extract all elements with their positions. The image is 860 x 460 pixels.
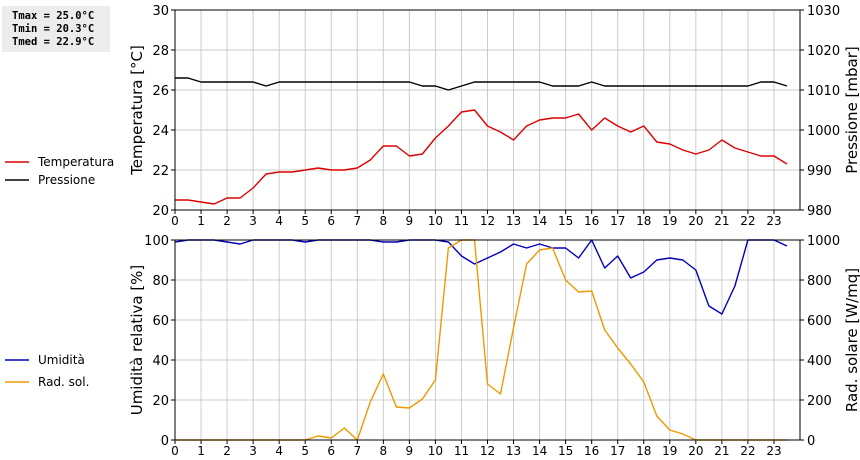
x-tick-label: 19 [662,444,677,458]
y-tick-label: 24 [152,124,169,139]
x-tick-label: 20 [688,214,703,228]
x-tick-label: 12 [480,444,495,458]
stat-tmax: Tmax = 25.0°C [12,10,95,22]
x-tick-label: 11 [454,214,469,228]
y-right-tick-label: 1010 [807,84,840,99]
x-tick-label: 6 [327,214,335,228]
x-tick-label: 1 [197,444,205,458]
x-tick-label: 14 [532,214,547,228]
y-axis-label: Temperatura [°C] [128,45,146,176]
x-tick-label: 18 [636,214,651,228]
y-tick-label: 20 [152,204,169,219]
y-right-tick-label: 600 [807,314,832,329]
x-tick-label: 10 [428,444,443,458]
series-line-pressione [175,77,788,91]
stat-tmed: Tmed = 22.9°C [12,36,95,48]
y-tick-label: 30 [152,4,169,19]
plot-frame [174,239,801,441]
y-tick-label: 100 [144,234,169,249]
x-tick-label: 8 [380,214,388,228]
x-tick-label: 17 [610,214,625,228]
y-tick-label: 28 [152,44,169,59]
humidity-radiation-chart: 0 1 2 3 4 5 6 7 8 9 10 11 12 13 14 15 16 17 18 19 20 21 22 2302… [5,234,860,458]
y-tick-label: 26 [152,84,169,99]
x-tick-label: 17 [610,444,625,458]
y-tick-label: 22 [152,164,169,179]
stat-tmin: Tmin = 20.3°C [12,23,95,35]
x-tick-label: 3 [249,444,257,458]
x-tick-label: 2 [223,214,231,228]
x-tick-label: 10 [428,214,443,228]
x-tick-label: 0 [171,444,179,458]
x-tick-label: 12 [480,214,495,228]
y-right-tick-label: 200 [807,394,832,409]
x-tick-label: 22 [740,444,755,458]
x-tick-label: 16 [584,214,599,228]
x-tick-label: 21 [714,214,729,228]
x-tick-label: 14 [532,444,547,458]
x-tick-label: 16 [584,444,599,458]
series-line-temperatura [175,109,788,205]
y-axis-label-right: Pressione [mbar] [843,46,860,174]
y-tick-label: 20 [152,394,169,409]
x-tick-label: 18 [636,444,651,458]
y-tick-label: 40 [152,354,169,369]
y-right-tick-label: 990 [807,164,832,179]
y-right-tick-label: 980 [807,204,832,219]
x-tick-label: 15 [558,444,573,458]
x-tick-label: 8 [380,444,388,458]
x-tick-label: 11 [454,444,469,458]
x-tick-label: 13 [506,444,521,458]
y-axis-label: Umidità relativa [%] [128,265,146,416]
temperature-pressure-chart: 0 1 2 3 4 5 6 7 8 9 10 11 12 13 14 15 16 17 18 19 20 21 22 2320… [5,4,860,228]
stats-box: Tmax = 25.0°C Tmin = 20.3°C Tmed = 22.9°… [2,6,110,52]
x-tick-label: 5 [301,444,309,458]
x-tick-label: 22 [740,214,755,228]
x-tick-label: 20 [688,444,703,458]
y-right-tick-label: 800 [807,274,832,289]
legend-label-temperatura: Temperatura [37,155,114,169]
x-tick-label: 23 [766,444,781,458]
x-tick-label: 2 [223,444,231,458]
y-right-tick-label: 1020 [807,44,840,59]
x-tick-label: 7 [353,214,361,228]
legend-label-pressione: Pressione [38,173,95,187]
x-tick-label: 4 [275,214,283,228]
legend-label-umidita: Umidità [38,353,85,367]
x-tick-label: 23 [766,214,781,228]
x-tick-label: 7 [353,444,361,458]
x-tick-label: 5 [301,214,309,228]
x-tick-label: 4 [275,444,283,458]
y-right-tick-label: 1030 [807,4,840,19]
y-right-tick-label: 1000 [807,124,840,139]
y-axis-label-right: Rad. solare [W/mq] [843,268,860,412]
plot-frame [174,9,801,211]
x-tick-label: 13 [506,214,521,228]
y-right-tick-label: 400 [807,354,832,369]
x-tick-label: 9 [406,444,414,458]
legend-label-rad-sol: Rad. sol. [38,375,89,389]
y-tick-label: 80 [152,274,169,289]
x-tick-label: 1 [197,214,205,228]
y-right-tick-label: 1000 [807,234,840,249]
x-tick-label: 0 [171,214,179,228]
y-right-tick-label: 0 [807,434,815,449]
x-tick-label: 15 [558,214,573,228]
x-tick-label: 6 [327,444,335,458]
x-tick-label: 19 [662,214,677,228]
y-tick-label: 0 [161,434,169,449]
y-tick-label: 60 [152,314,169,329]
x-tick-label: 9 [406,214,414,228]
x-tick-label: 21 [714,444,729,458]
x-tick-label: 3 [249,214,257,228]
